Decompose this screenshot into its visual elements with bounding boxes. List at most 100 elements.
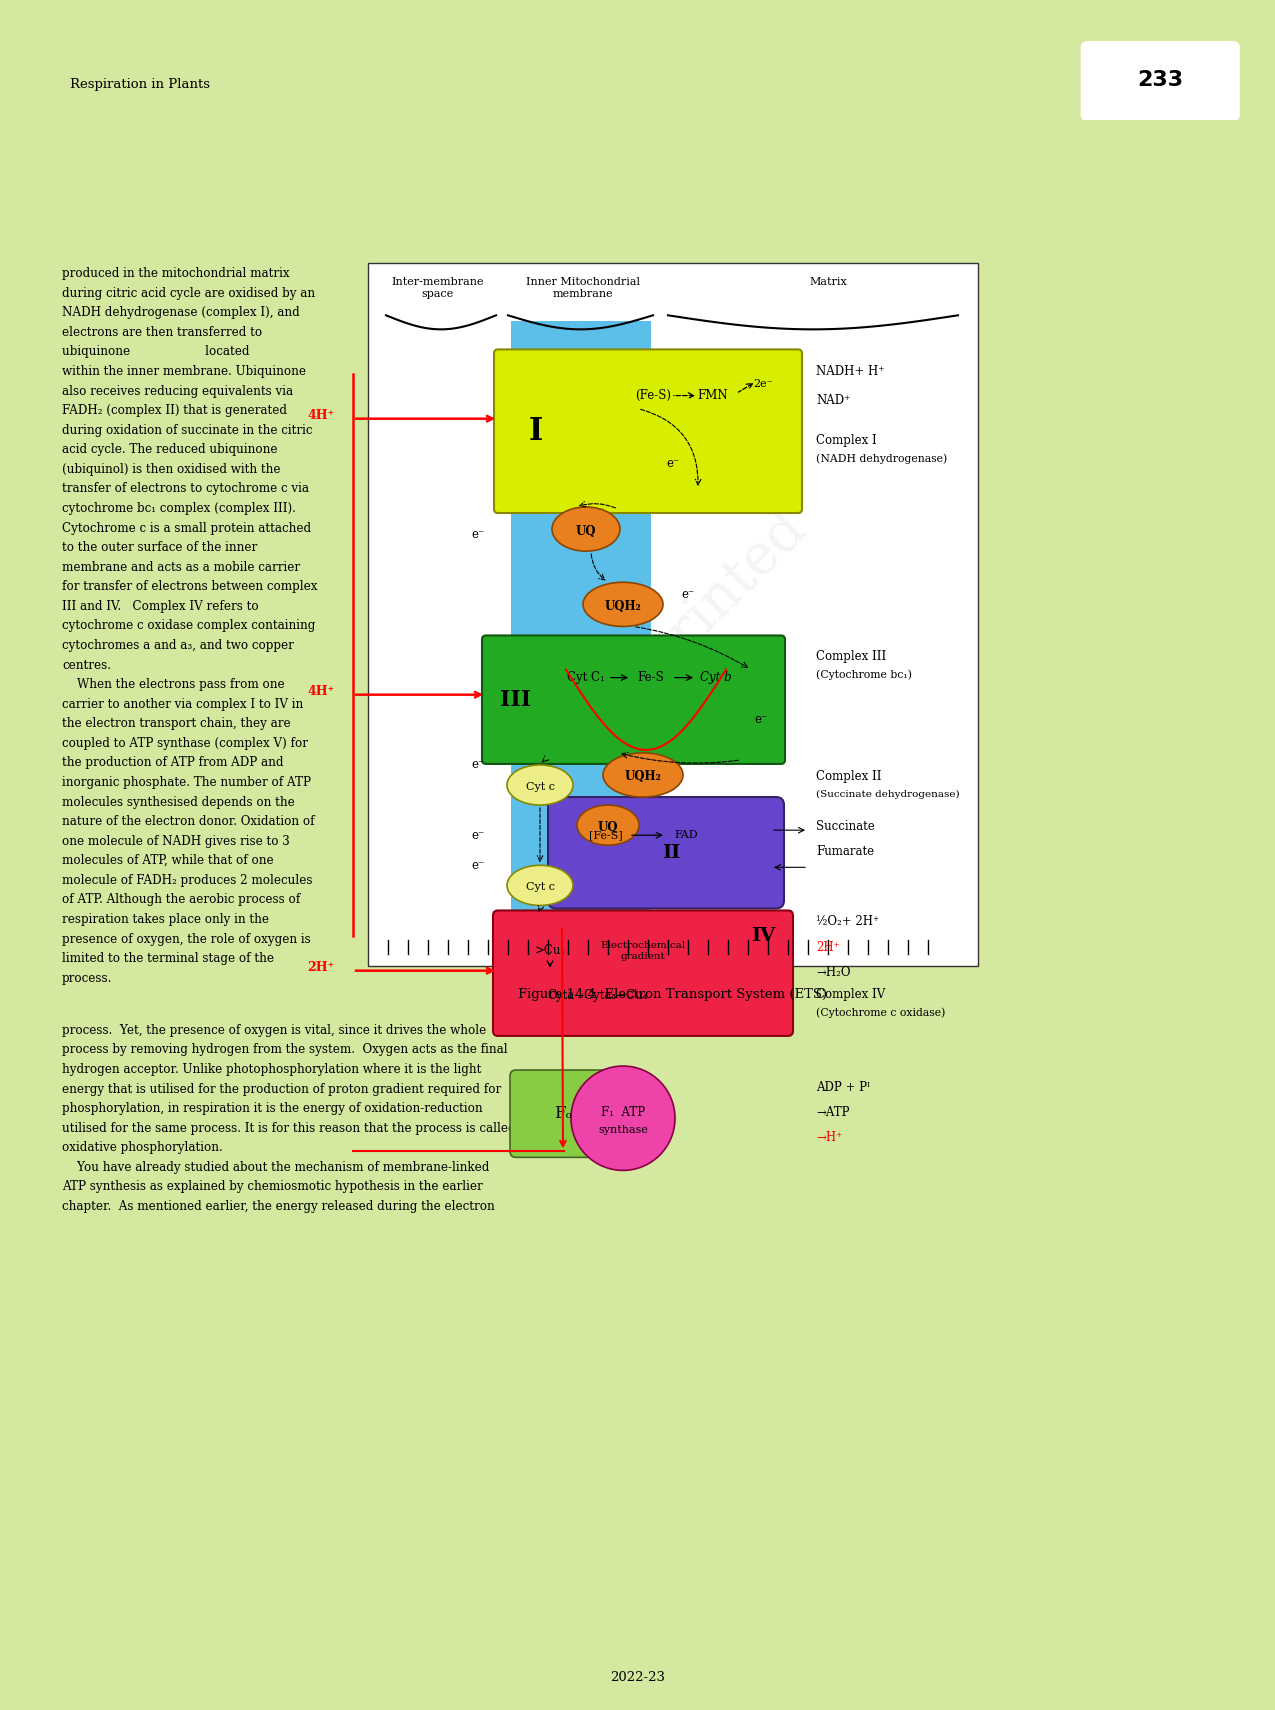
Text: e⁻: e⁻ — [755, 713, 768, 727]
Ellipse shape — [552, 506, 620, 551]
Text: Fₒ: Fₒ — [555, 1105, 572, 1122]
Text: process by removing hydrogen from the system.  Oxygen acts as the final: process by removing hydrogen from the sy… — [62, 1043, 507, 1057]
Ellipse shape — [583, 583, 663, 626]
Text: 2H⁺: 2H⁺ — [816, 941, 840, 954]
Text: cytochrome c oxidase complex containing: cytochrome c oxidase complex containing — [62, 619, 315, 633]
Text: [Fe-S]: [Fe-S] — [589, 829, 623, 840]
Text: FADH₂ (complex II) that is generated: FADH₂ (complex II) that is generated — [62, 404, 287, 417]
Text: Cyt b: Cyt b — [700, 670, 732, 684]
Text: hydrogen acceptor. Unlike photophosphorylation where it is the light: hydrogen acceptor. Unlike photophosphory… — [62, 1064, 482, 1076]
Text: of ATP. Although the aerobic process of: of ATP. Although the aerobic process of — [62, 893, 300, 906]
Text: produced in the mitochondrial matrix: produced in the mitochondrial matrix — [62, 267, 289, 280]
Text: molecules synthesised depends on the: molecules synthesised depends on the — [62, 795, 295, 809]
Text: respiration takes place only in the: respiration takes place only in the — [62, 913, 269, 927]
Text: Inter-membrane
space: Inter-membrane space — [391, 277, 484, 299]
Text: e⁻: e⁻ — [472, 858, 484, 872]
Text: Respiration in Plants: Respiration in Plants — [70, 79, 210, 91]
Text: 2022-23: 2022-23 — [609, 1671, 666, 1684]
Text: 4H⁺: 4H⁺ — [307, 409, 334, 422]
FancyBboxPatch shape — [368, 263, 978, 966]
Text: chapter.  As mentioned earlier, the energy released during the electron: chapter. As mentioned earlier, the energ… — [62, 1200, 495, 1212]
Text: Cyt c: Cyt c — [525, 882, 555, 893]
Text: during citric acid cycle are oxidised by an: during citric acid cycle are oxidised by… — [62, 287, 315, 299]
Text: during oxidation of succinate in the citric: during oxidation of succinate in the cit… — [62, 424, 312, 436]
Text: Complex III: Complex III — [816, 650, 886, 662]
Text: NAD⁺: NAD⁺ — [816, 393, 850, 407]
Text: transfer of electrons to cytochrome c via: transfer of electrons to cytochrome c vi… — [62, 482, 309, 496]
Text: Figure 14.4  Electron Transport System (ETS): Figure 14.4 Electron Transport System (E… — [519, 988, 827, 1000]
FancyBboxPatch shape — [1081, 41, 1239, 121]
Text: molecule of FADH₂ produces 2 molecules: molecule of FADH₂ produces 2 molecules — [62, 874, 312, 887]
Text: NADH+ H⁺: NADH+ H⁺ — [816, 366, 885, 378]
Text: also receives reducing equivalents via: also receives reducing equivalents via — [62, 385, 293, 397]
Text: phosphorylation, in respiration it is the energy of oxidation-reduction: phosphorylation, in respiration it is th… — [62, 1103, 483, 1115]
Text: →ATP: →ATP — [816, 1106, 849, 1118]
Text: e⁻: e⁻ — [472, 759, 484, 771]
Text: to the outer surface of the inner: to the outer surface of the inner — [62, 540, 258, 554]
Circle shape — [571, 1065, 674, 1170]
Text: Inner Mitochondrial
membrane: Inner Mitochondrial membrane — [527, 277, 640, 299]
FancyBboxPatch shape — [511, 321, 652, 956]
Text: nature of the electron donor. Oxidation of: nature of the electron donor. Oxidation … — [62, 816, 315, 828]
Text: Matrix: Matrix — [810, 277, 847, 287]
Text: the electron transport chain, they are: the electron transport chain, they are — [62, 716, 291, 730]
Text: 233: 233 — [1137, 70, 1183, 91]
Text: Cyta→Cyta₃→Cu₄: Cyta→Cyta₃→Cu₄ — [548, 990, 648, 1002]
Text: Fe-S: Fe-S — [638, 670, 664, 684]
Text: acid cycle. The reduced ubiquinone: acid cycle. The reduced ubiquinone — [62, 443, 278, 457]
Text: e⁻: e⁻ — [681, 588, 695, 600]
Text: II: II — [662, 843, 680, 862]
Text: within the inner membrane. Ubiquinone: within the inner membrane. Ubiquinone — [62, 364, 306, 378]
Text: NADH dehydrogenase (complex I), and: NADH dehydrogenase (complex I), and — [62, 306, 300, 320]
Text: III and IV.   Complex IV refers to: III and IV. Complex IV refers to — [62, 600, 259, 612]
Text: When the electrons pass from one: When the electrons pass from one — [62, 679, 284, 691]
Text: 2e⁻: 2e⁻ — [754, 378, 773, 388]
Text: →H₂O: →H₂O — [816, 966, 850, 978]
Text: (Cytochrome bc₁): (Cytochrome bc₁) — [816, 670, 912, 681]
Text: energy that is utilised for the production of proton gradient required for: energy that is utilised for the producti… — [62, 1082, 501, 1096]
Text: F₁  ATP: F₁ ATP — [601, 1106, 645, 1118]
Text: coupled to ATP synthase (complex V) for: coupled to ATP synthase (complex V) for — [62, 737, 309, 749]
Text: (Fe-S): (Fe-S) — [635, 390, 671, 402]
Text: synthase: synthase — [598, 1125, 648, 1135]
Text: You have already studied about the mechanism of membrane-linked: You have already studied about the mecha… — [62, 1161, 490, 1173]
Text: e⁻: e⁻ — [472, 528, 484, 540]
FancyBboxPatch shape — [493, 910, 793, 1036]
Text: FMN: FMN — [697, 390, 728, 402]
Text: process.: process. — [62, 971, 112, 985]
Text: for transfer of electrons between complex: for transfer of electrons between comple… — [62, 580, 317, 593]
Text: Cytochrome c is a small protein attached: Cytochrome c is a small protein attached — [62, 522, 311, 535]
Text: UQ: UQ — [576, 525, 597, 537]
Text: ATP synthesis as explained by chemiosmotic hypothesis in the earlier: ATP synthesis as explained by chemiosmot… — [62, 1180, 483, 1194]
Text: Electrochemical
gradient: Electrochemical gradient — [601, 941, 686, 961]
Text: oxidative phosphorylation.: oxidative phosphorylation. — [62, 1141, 223, 1154]
Text: membrane and acts as a mobile carrier: membrane and acts as a mobile carrier — [62, 561, 300, 573]
Text: centres.: centres. — [62, 658, 111, 672]
Text: ½O₂+ 2H⁺: ½O₂+ 2H⁺ — [816, 915, 880, 929]
Text: utilised for the same process. It is for this reason that the process is called: utilised for the same process. It is for… — [62, 1122, 515, 1135]
Text: UQH₂: UQH₂ — [604, 600, 641, 612]
Text: inorganic phosphate. The number of ATP: inorganic phosphate. The number of ATP — [62, 776, 311, 788]
Text: e⁻: e⁻ — [667, 457, 680, 470]
Text: e⁻: e⁻ — [472, 829, 484, 841]
Text: IV: IV — [751, 927, 775, 944]
Text: reprinted: reprinted — [590, 501, 816, 727]
Text: (NADH dehydrogenase): (NADH dehydrogenase) — [816, 453, 947, 465]
Text: (Cytochrome c oxidase): (Cytochrome c oxidase) — [816, 1007, 945, 1019]
Text: UQH₂: UQH₂ — [625, 771, 662, 783]
Text: Complex II: Complex II — [816, 770, 881, 783]
Text: FAD: FAD — [674, 829, 697, 840]
Text: electrons are then transferred to: electrons are then transferred to — [62, 327, 263, 339]
Ellipse shape — [507, 764, 572, 805]
Text: cytochrome bc₁ complex (complex III).: cytochrome bc₁ complex (complex III). — [62, 503, 296, 515]
Text: (ubiquinol) is then oxidised with the: (ubiquinol) is then oxidised with the — [62, 463, 280, 475]
Text: ADP + Pᴵ: ADP + Pᴵ — [816, 1081, 870, 1094]
FancyBboxPatch shape — [482, 636, 785, 764]
Text: III: III — [500, 689, 532, 711]
Ellipse shape — [603, 752, 683, 797]
Text: UQ: UQ — [598, 821, 618, 834]
Text: >Cu₁: >Cu₁ — [534, 944, 566, 958]
Text: 4H⁺: 4H⁺ — [307, 686, 334, 698]
Text: (Succinate dehydrogenase): (Succinate dehydrogenase) — [816, 790, 960, 799]
Text: process.  Yet, the presence of oxygen is vital, since it drives the whole: process. Yet, the presence of oxygen is … — [62, 1024, 486, 1036]
